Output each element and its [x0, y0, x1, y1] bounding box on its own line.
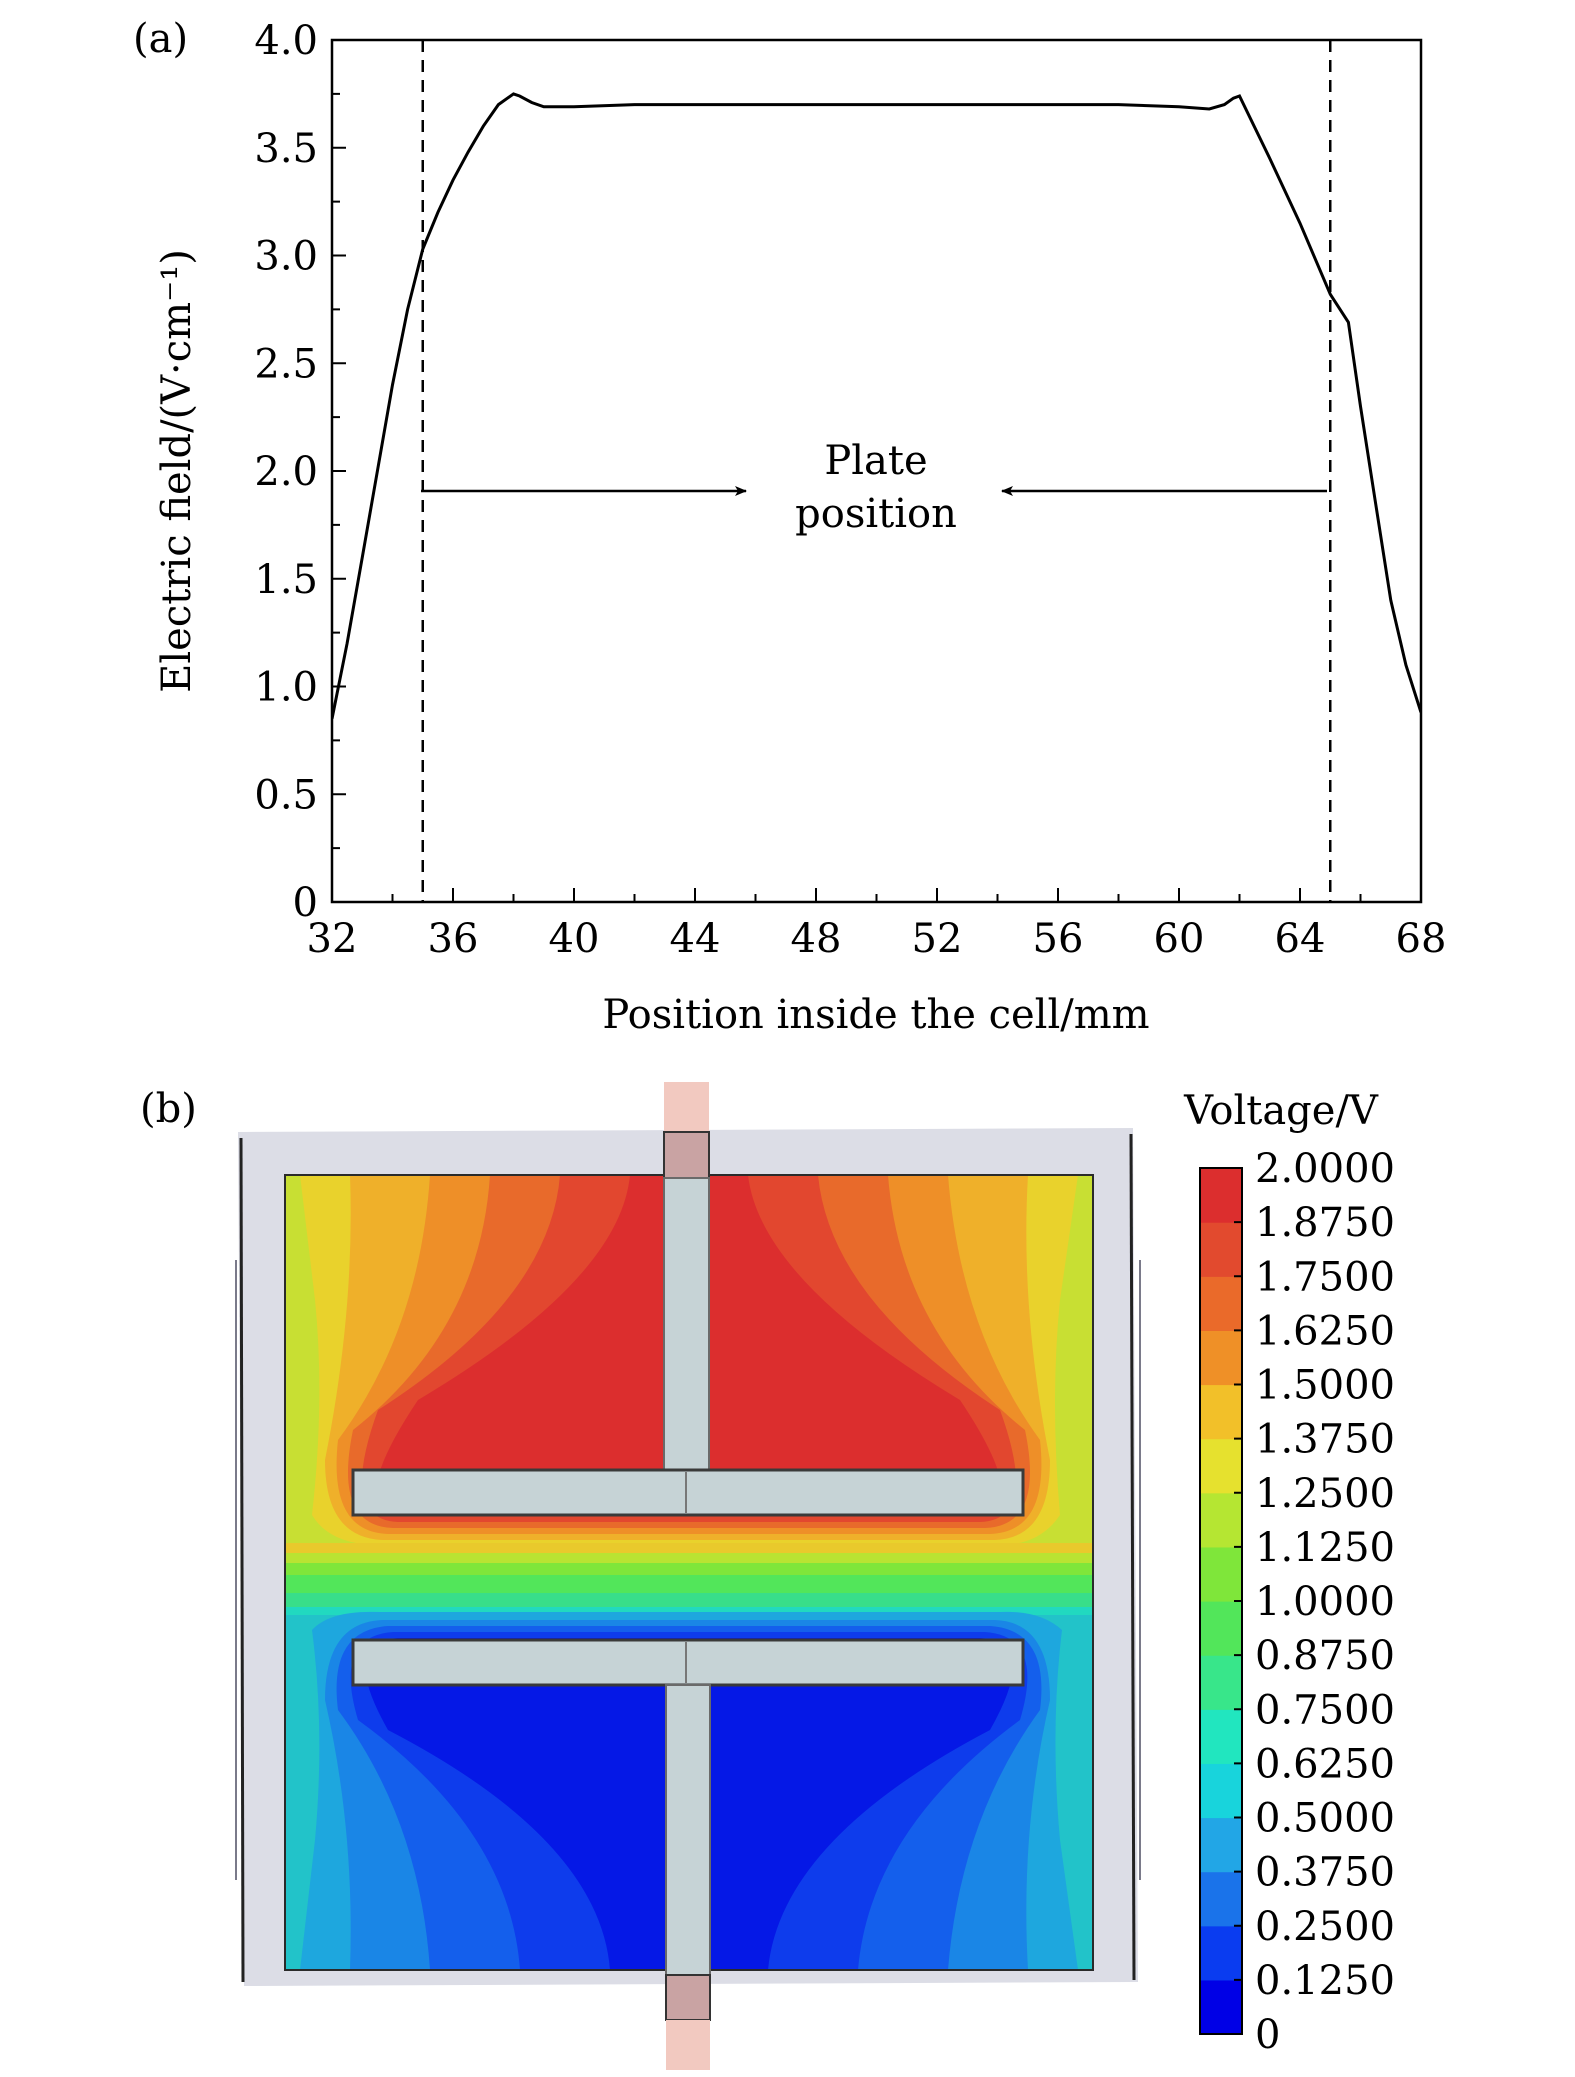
colorbar-tick-label: 0.1250 [1255, 1958, 1395, 2004]
y-tick-label: 0 [293, 880, 318, 926]
colorbar-tick-label: 1.6250 [1255, 1308, 1395, 1354]
bottom-rod [665, 1684, 711, 1976]
colorbar-band [1200, 1222, 1242, 1277]
panel-a-label: (a) [133, 16, 188, 62]
colorbar-tick-label: 1.2500 [1255, 1471, 1395, 1517]
x-tick-label: 68 [1396, 916, 1447, 962]
y-tick-label: 4.0 [254, 18, 318, 64]
y-tick-label: 2.5 [254, 341, 318, 387]
x-tick-label: 64 [1275, 916, 1326, 962]
bottom-wire [666, 2020, 710, 2070]
colorbar-tick-label: 2.0000 [1255, 1146, 1395, 1192]
y-tick-label: 1.0 [254, 665, 318, 711]
colorbar-band [1200, 1925, 1242, 1981]
top-rod [663, 1177, 710, 1474]
colorbar-tick-label: 0.2500 [1255, 1904, 1395, 1950]
series-line-electric-field [332, 92, 1421, 720]
colorbar-tick-label: 0.3750 [1255, 1850, 1395, 1896]
top-wire [664, 1082, 709, 1132]
x-tick-label: 40 [549, 916, 600, 962]
colorbar-band [1200, 1384, 1242, 1440]
y-axis-label: Electric field/(V·cm⁻¹) [154, 249, 200, 693]
colorbar-band [1200, 1492, 1242, 1548]
top-wire-seal [663, 1131, 710, 1179]
colorbar-band [1200, 1168, 1242, 1223]
colorbar-tick-label: 1.3750 [1255, 1417, 1395, 1463]
y-tick-label: 0.5 [254, 772, 318, 818]
y-tick-label: 3.5 [254, 126, 318, 172]
colorbar-ticks: 2.0000 1.8750 1.7500 1.6250 1.5000 1.3750 1.25… [1234, 1146, 1395, 2058]
x-axis: 32 36 40 44 48 52 56 60 64 68 [307, 888, 1447, 962]
colorbar-band [1200, 1546, 1242, 1602]
colorbar-tick-label: 1.7500 [1255, 1254, 1395, 1300]
colorbar-band [1200, 1330, 1242, 1386]
colorbar-tick-label: 0 [1255, 2012, 1280, 2058]
colorbar-tick-label: 0.8750 [1255, 1633, 1395, 1679]
colorbar-band [1200, 1601, 1242, 1656]
colorbar-tick-label: 1.1250 [1255, 1525, 1395, 1571]
x-tick-label: 48 [791, 916, 842, 962]
x-axis-label: Position inside the cell/mm [602, 992, 1149, 1038]
y-tick-label: 1.5 [254, 557, 318, 603]
y-tick-label: 2.0 [254, 449, 318, 495]
colorbar-band [1200, 1276, 1242, 1331]
colorbar-band [1200, 1817, 1242, 1873]
annotation-plate: Plate [824, 438, 927, 484]
annotation-position: position [795, 491, 957, 537]
colorbar-tick-label: 1.5000 [1255, 1363, 1395, 1409]
colorbar-band [1200, 1655, 1242, 1710]
colorbar-tick-label: 0.5000 [1255, 1796, 1395, 1842]
plate-position-lines [421, 40, 1332, 902]
x-tick-label: 56 [1033, 916, 1084, 962]
colorbar-tick-label: 1.8750 [1255, 1200, 1395, 1246]
bottom-plate [351, 1638, 1025, 1687]
panel-b-voltage-contour: (b) [140, 1082, 1395, 2070]
x-tick-label: 44 [670, 916, 721, 962]
panel-b-label: (b) [140, 1086, 197, 1132]
panel-a-line-chart: (a) 32 36 40 44 48 52 56 60 64 68 0 0.5 1.0 1.5 2.0 2.… [133, 16, 1446, 1038]
colorbar-band [1200, 1709, 1242, 1764]
bottom-wire-seal [665, 1974, 711, 2021]
colorbar-tick-label: 0.6250 [1255, 1741, 1395, 1787]
colorbar-title: Voltage/V [1183, 1088, 1379, 1134]
y-axis: 0 0.5 1.0 1.5 2.0 2.5 3.0 3.5 4.0 [254, 18, 346, 926]
colorbar-band [1200, 1763, 1242, 1819]
colorbar-band [1200, 1438, 1242, 1494]
x-tick-label: 32 [307, 916, 358, 962]
y-tick-label: 3.0 [254, 234, 318, 280]
colorbar-tick-label: 1.0000 [1255, 1579, 1395, 1625]
x-tick-label: 60 [1154, 916, 1205, 962]
x-tick-label: 52 [912, 916, 963, 962]
colorbar: Voltage/V 2.0000 1.8750 1.7500 1.6250 1.5000… [1183, 1088, 1395, 2058]
colorbar-band [1200, 1871, 1242, 1927]
colorbar-band [1200, 1979, 1242, 2035]
top-plate [351, 1468, 1025, 1517]
colorbar-bands [1200, 1168, 1242, 2035]
x-tick-label: 36 [428, 916, 479, 962]
electrodes [351, 1082, 1025, 2070]
colorbar-tick-label: 0.7500 [1255, 1687, 1395, 1733]
